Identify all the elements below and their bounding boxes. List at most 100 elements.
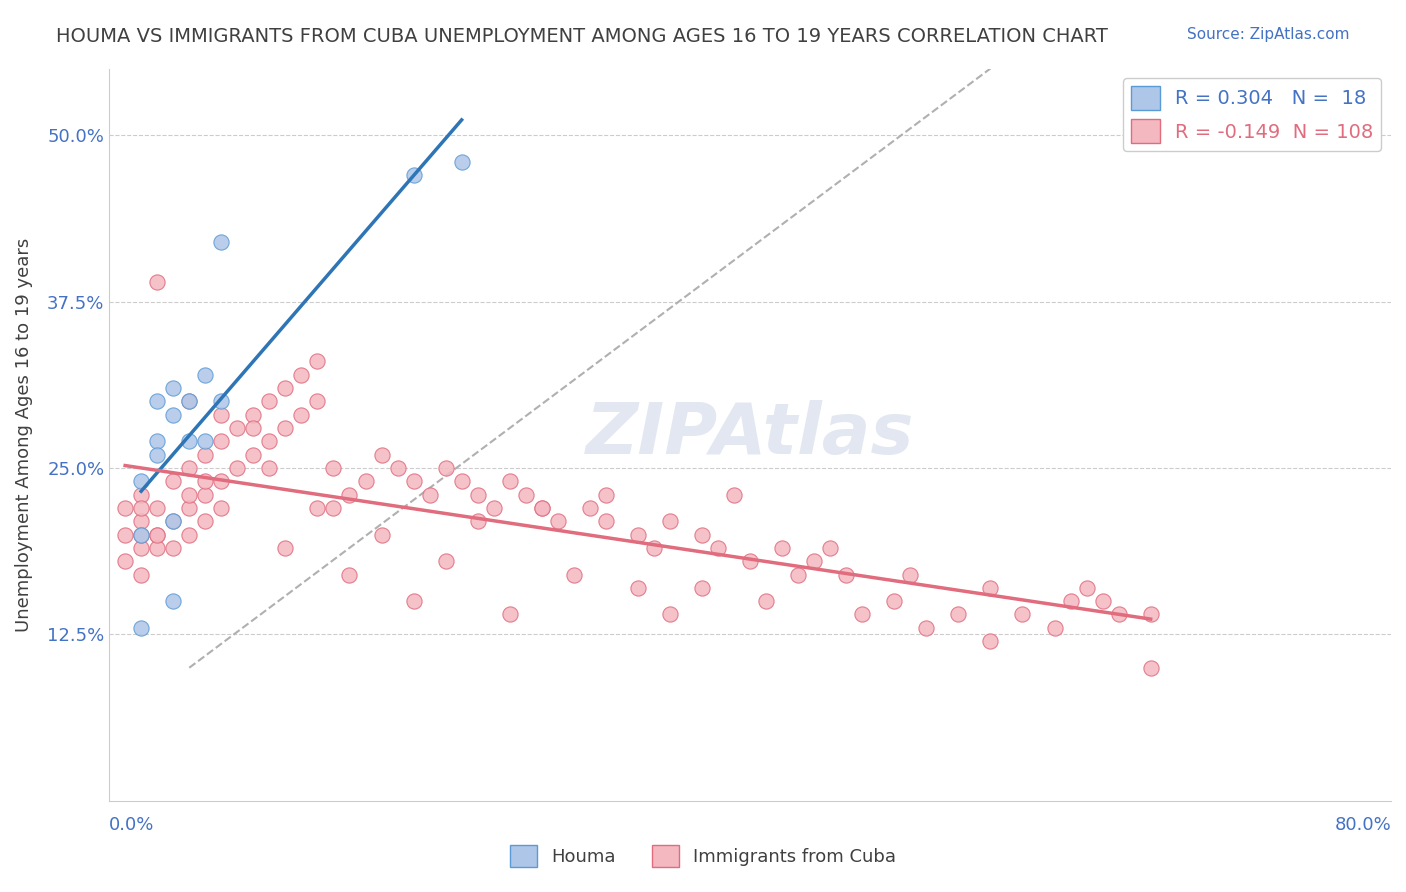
Point	[162, 381, 184, 395]
Point	[179, 394, 201, 409]
Point	[179, 500, 201, 515]
Point	[274, 381, 297, 395]
Point	[242, 448, 264, 462]
Point	[259, 461, 281, 475]
Point	[146, 448, 169, 462]
Legend: Houma, Immigrants from Cuba: Houma, Immigrants from Cuba	[502, 838, 904, 874]
Point	[162, 594, 184, 608]
Point	[450, 475, 472, 489]
Point	[209, 500, 232, 515]
Point	[179, 527, 201, 541]
Point	[499, 475, 522, 489]
Point	[370, 527, 392, 541]
Point	[530, 500, 553, 515]
Text: 80.0%: 80.0%	[1334, 816, 1391, 834]
Point	[322, 500, 344, 515]
Point	[129, 541, 152, 555]
Point	[883, 594, 905, 608]
Point	[627, 581, 650, 595]
Point	[579, 500, 602, 515]
Point	[146, 527, 169, 541]
Point	[146, 275, 169, 289]
Point	[259, 434, 281, 449]
Point	[738, 554, 761, 568]
Point	[979, 634, 1001, 648]
Point	[595, 488, 617, 502]
Point	[1139, 607, 1161, 622]
Point	[242, 408, 264, 422]
Point	[948, 607, 970, 622]
Point	[226, 461, 249, 475]
Point	[562, 567, 585, 582]
Point	[658, 607, 681, 622]
Point	[467, 488, 489, 502]
Point	[354, 475, 377, 489]
Point	[129, 527, 152, 541]
Point	[851, 607, 873, 622]
Point	[1108, 607, 1130, 622]
Point	[209, 394, 232, 409]
Point	[146, 434, 169, 449]
Point	[114, 500, 136, 515]
Point	[290, 408, 312, 422]
Point	[146, 527, 169, 541]
Point	[1091, 594, 1114, 608]
Point	[162, 475, 184, 489]
Point	[499, 607, 522, 622]
Point	[770, 541, 793, 555]
Point	[162, 408, 184, 422]
Point	[179, 488, 201, 502]
Point	[690, 581, 713, 595]
Point	[129, 475, 152, 489]
Point	[515, 488, 537, 502]
Point	[723, 488, 745, 502]
Point	[290, 368, 312, 382]
Point	[818, 541, 841, 555]
Point	[835, 567, 858, 582]
Point	[482, 500, 505, 515]
Point	[274, 541, 297, 555]
Point	[1139, 661, 1161, 675]
Point	[434, 554, 457, 568]
Point	[322, 461, 344, 475]
Point	[129, 500, 152, 515]
Point	[467, 514, 489, 528]
Text: Source: ZipAtlas.com: Source: ZipAtlas.com	[1187, 27, 1350, 42]
Point	[129, 567, 152, 582]
Point	[129, 527, 152, 541]
Point	[274, 421, 297, 435]
Point	[194, 434, 217, 449]
Text: 0.0%: 0.0%	[110, 816, 155, 834]
Point	[129, 488, 152, 502]
Point	[194, 488, 217, 502]
Point	[194, 514, 217, 528]
Point	[114, 554, 136, 568]
Point	[209, 408, 232, 422]
Point	[595, 514, 617, 528]
Point	[226, 421, 249, 435]
Point	[209, 434, 232, 449]
Legend: R = 0.304   N =  18, R = -0.149  N = 108: R = 0.304 N = 18, R = -0.149 N = 108	[1123, 78, 1381, 151]
Point	[194, 475, 217, 489]
Point	[787, 567, 810, 582]
Point	[114, 527, 136, 541]
Point	[259, 394, 281, 409]
Point	[339, 488, 361, 502]
Point	[1043, 621, 1066, 635]
Point	[434, 461, 457, 475]
Point	[179, 461, 201, 475]
Point	[370, 448, 392, 462]
Point	[129, 514, 152, 528]
Point	[242, 421, 264, 435]
Point	[402, 168, 425, 182]
Point	[209, 475, 232, 489]
Point	[1076, 581, 1098, 595]
Point	[162, 514, 184, 528]
Point	[627, 527, 650, 541]
Point	[1059, 594, 1081, 608]
Y-axis label: Unemployment Among Ages 16 to 19 years: Unemployment Among Ages 16 to 19 years	[15, 237, 32, 632]
Point	[690, 527, 713, 541]
Point	[898, 567, 921, 582]
Point	[146, 541, 169, 555]
Point	[194, 448, 217, 462]
